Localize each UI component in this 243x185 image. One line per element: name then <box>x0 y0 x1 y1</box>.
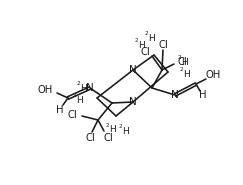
Text: H: H <box>56 105 64 115</box>
Text: Cl: Cl <box>85 133 95 143</box>
Text: H: H <box>80 83 86 92</box>
Text: Cl: Cl <box>103 133 113 143</box>
Text: OH: OH <box>205 70 221 80</box>
Text: H: H <box>183 70 189 78</box>
Text: H: H <box>122 127 128 135</box>
Text: Cl: Cl <box>140 47 150 57</box>
Text: 2: 2 <box>135 38 139 43</box>
Text: 2: 2 <box>119 124 122 129</box>
Text: N: N <box>171 90 179 100</box>
Text: H: H <box>138 41 144 50</box>
Text: 2: 2 <box>145 31 148 36</box>
Text: 2: 2 <box>73 92 77 97</box>
Text: H: H <box>76 95 82 105</box>
Text: H: H <box>199 90 207 100</box>
Text: 2: 2 <box>106 122 110 127</box>
Text: H: H <box>109 125 115 134</box>
Text: N: N <box>129 97 137 107</box>
Text: 2: 2 <box>178 55 182 60</box>
Text: N: N <box>86 83 94 93</box>
Text: H: H <box>148 33 154 43</box>
Text: H: H <box>181 58 187 66</box>
Text: 2: 2 <box>180 66 183 71</box>
Text: Cl: Cl <box>177 57 187 67</box>
Text: OH: OH <box>37 85 53 95</box>
Text: Cl: Cl <box>67 110 77 120</box>
Text: 2: 2 <box>77 80 80 85</box>
Text: Cl: Cl <box>158 40 168 50</box>
Text: N: N <box>129 65 137 75</box>
